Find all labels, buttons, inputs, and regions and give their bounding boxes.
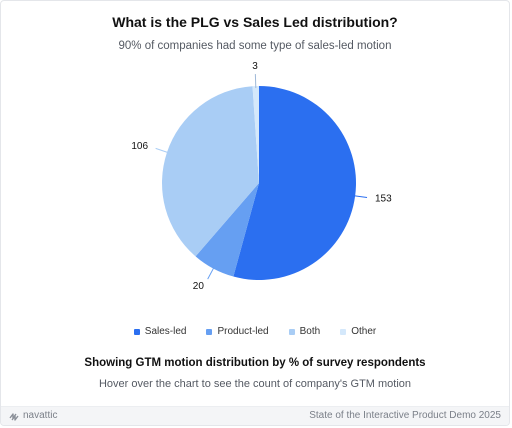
pie-slice-both[interactable]: [161, 86, 259, 257]
legend-item-both[interactable]: Both: [288, 326, 321, 337]
footer-report-title: State of the Interactive Product Demo 20…: [309, 410, 501, 421]
footer: navattic State of the Interactive Produc…: [1, 406, 509, 425]
legend-swatch: [133, 328, 140, 335]
pie-slice-label: 106: [131, 141, 148, 152]
footer-brand[interactable]: navattic: [9, 410, 57, 421]
legend-label: Both: [299, 326, 321, 337]
legend-swatch: [340, 328, 347, 335]
pie-slice-sales-led[interactable]: [233, 86, 357, 281]
legend-label: Product-led: [217, 326, 269, 337]
legend-item-other[interactable]: Other: [340, 326, 376, 337]
pie-chart[interactable]: 153 20 106 3: [1, 56, 510, 316]
legend-label: Other: [351, 326, 377, 337]
legend-swatch: [288, 328, 295, 335]
pie-leader-line: [353, 195, 368, 199]
pie-slice-label: 20: [193, 281, 205, 292]
legend-swatch: [206, 328, 213, 335]
pie-slice-label: 153: [375, 194, 392, 205]
chart-legend: Sales-led Product-led Both Other: [1, 326, 509, 337]
legend-item-product-led[interactable]: Product-led: [206, 326, 269, 337]
legend-label: Sales-led: [144, 326, 187, 337]
footer-brand-name: navattic: [23, 410, 58, 421]
pie-slice-label: 3: [252, 61, 258, 72]
legend-item-sales-led[interactable]: Sales-led: [133, 326, 187, 337]
pie-slice-product-led[interactable]: [195, 183, 259, 277]
caption-subtitle: Hover over the chart to see the count of…: [98, 378, 412, 390]
caption-title: Showing GTM motion distribution by % of …: [84, 357, 426, 369]
chart-title: What is the PLG vs Sales Led distributio…: [112, 14, 398, 30]
pie-leader-line: [155, 147, 170, 154]
pie-slice-other[interactable]: [252, 86, 259, 183]
pie-leader-line: [207, 266, 215, 280]
chart-subtitle: 90% of companies had some type of sales-…: [118, 40, 392, 52]
navattic-logo-icon: [9, 412, 19, 421]
